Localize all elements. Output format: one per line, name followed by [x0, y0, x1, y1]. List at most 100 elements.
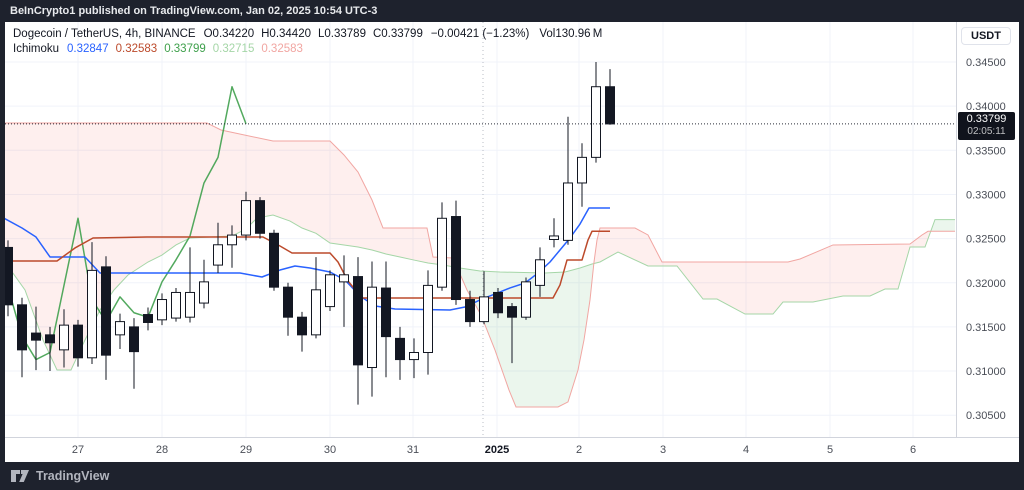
cloud-fill-red [5, 123, 458, 370]
time-axis[interactable]: 27 28 29 30 31 2025 2 3 4 5 6 [72, 444, 916, 456]
ichimoku-tenkan-value: 0.32847 [67, 42, 109, 55]
candle-up [115, 321, 125, 336]
price-axis-label: 0.32500 [966, 234, 1006, 246]
price-axis-label: 0.34000 [966, 101, 1006, 113]
price-axis[interactable]: 0.34500 0.34000 0.33500 0.33000 0.32500 0.320… [966, 57, 1006, 422]
attribution-bar: BeInCrypto1 published on TradingView.com… [0, 0, 1024, 22]
candle-up [241, 200, 251, 236]
candle-down [451, 216, 461, 301]
candle-down [353, 276, 363, 366]
grid-layer [5, 22, 957, 437]
candle-down [5, 246, 13, 306]
last-price-label: 0.33799 02:05:11 [958, 112, 1015, 140]
candle-up [409, 352, 419, 361]
time-axis-label: 29 [240, 444, 252, 456]
candle-up [535, 259, 545, 286]
ichimoku-cloud [5, 122, 955, 408]
cloud-fill-red [593, 228, 931, 315]
ohlc-values: O0.34220 H0.34420 L0.33789 C0.33799 [204, 28, 423, 40]
candle-up [311, 289, 321, 336]
ichimoku-kijun-value: 0.32583 [115, 42, 158, 55]
time-axis-label: 2 [576, 444, 582, 456]
time-axis-label: 3 [660, 444, 666, 456]
symbol-title[interactable]: Dogecoin / TetherUS, 4h, BINANCE [13, 27, 196, 40]
candle-down [297, 316, 307, 336]
candle-up [479, 296, 489, 323]
candle-down [255, 200, 265, 234]
candle-down [129, 326, 139, 353]
ohlc-o-value: O0.34220 [203, 27, 255, 40]
chart-canvas[interactable]: 0.34500 0.34000 0.33500 0.33000 0.32500 0.320… [5, 22, 1019, 462]
candle-up [577, 156, 587, 184]
candle-up [171, 291, 181, 319]
time-axis-label: 27 [72, 444, 84, 456]
time-axis-label: 5 [827, 444, 833, 456]
candle-up [563, 182, 573, 241]
candle-up [521, 281, 531, 318]
candle-up [549, 235, 559, 240]
candle-down [605, 86, 615, 125]
currency-toggle-button[interactable]: USDT [961, 27, 1011, 45]
candle-up [199, 281, 209, 304]
time-axis-label: 2025 [485, 444, 509, 456]
change-value: −0.00421 (−1.23%) [430, 27, 530, 40]
ichimoku-chikou-value: 0.33799 [164, 42, 206, 55]
last-price-value: 0.33799 [966, 113, 1007, 125]
candle-up [367, 286, 377, 369]
candle-up [59, 324, 69, 351]
candle-up [339, 274, 349, 283]
price-axis-label: 0.33000 [966, 189, 1006, 201]
candle-up [437, 217, 447, 288]
ohlc-h-value: H0.34420 [261, 27, 311, 40]
candle-up [213, 244, 223, 266]
candle-up [325, 274, 335, 308]
time-axis-label: 31 [407, 444, 419, 456]
price-axis-label: 0.31500 [966, 322, 1006, 334]
candle-down [395, 337, 405, 361]
indicator-values: 0.32847 0.32583 0.33799 0.32715 0.32583 [67, 43, 303, 55]
ohlc-l-value: L0.33789 [318, 27, 366, 40]
symbol-row: Dogecoin / TetherUS, 4h, BINANCE O0.3422… [13, 26, 602, 41]
ohlc-c-value: C0.33799 [372, 27, 423, 40]
candle-up [423, 284, 433, 354]
price-axis-label: 0.33500 [966, 145, 1006, 157]
candle-down [17, 304, 27, 351]
candle-down [465, 299, 475, 323]
indicator-row: Ichimoku 0.32847 0.32583 0.33799 0.32715 0.3… [13, 41, 602, 56]
price-axis-label: 0.32000 [966, 278, 1006, 290]
candle-up [157, 299, 167, 321]
candle-up [591, 86, 601, 158]
price-axis-label: 0.34500 [966, 57, 1006, 69]
chart-legend: Dogecoin / TetherUS, 4h, BINANCE O0.3422… [13, 26, 602, 56]
tradingview-wordmark[interactable]: TradingView [36, 469, 110, 483]
price-axis-label: 0.31000 [966, 366, 1006, 378]
cloud-fill-green [930, 219, 955, 232]
candle-up [227, 234, 237, 246]
attribution-text: BeInCrypto1 published on TradingView.com… [10, 5, 378, 17]
time-axis-label: 28 [156, 444, 168, 456]
footer-bar: TradingView [0, 462, 1024, 490]
candle-up [185, 291, 195, 318]
candle-up [87, 269, 97, 359]
candle-down [31, 332, 41, 341]
indicator-name[interactable]: Ichimoku [13, 42, 60, 55]
candle-down [507, 306, 517, 318]
candle-down [73, 324, 83, 359]
ichimoku-senkou-a-value: 0.32715 [212, 42, 255, 55]
candle-down [283, 286, 293, 318]
time-axis-label: 4 [743, 444, 749, 456]
price-axis-label: 0.30500 [966, 410, 1006, 422]
kijun-line [5, 230, 610, 299]
bar-countdown: 02:05:11 [967, 126, 1006, 137]
candle-down [143, 314, 153, 323]
volume-value: Vol130.96 M [539, 27, 603, 40]
candles-layer [5, 62, 615, 405]
candle-down [45, 334, 55, 344]
tradingview-logo-icon[interactable] [10, 469, 30, 483]
chart-panel [5, 22, 1019, 462]
candle-down [381, 287, 391, 338]
senkou-a-line [5, 214, 955, 371]
candle-down [493, 291, 503, 314]
time-axis-label: 30 [324, 444, 336, 456]
